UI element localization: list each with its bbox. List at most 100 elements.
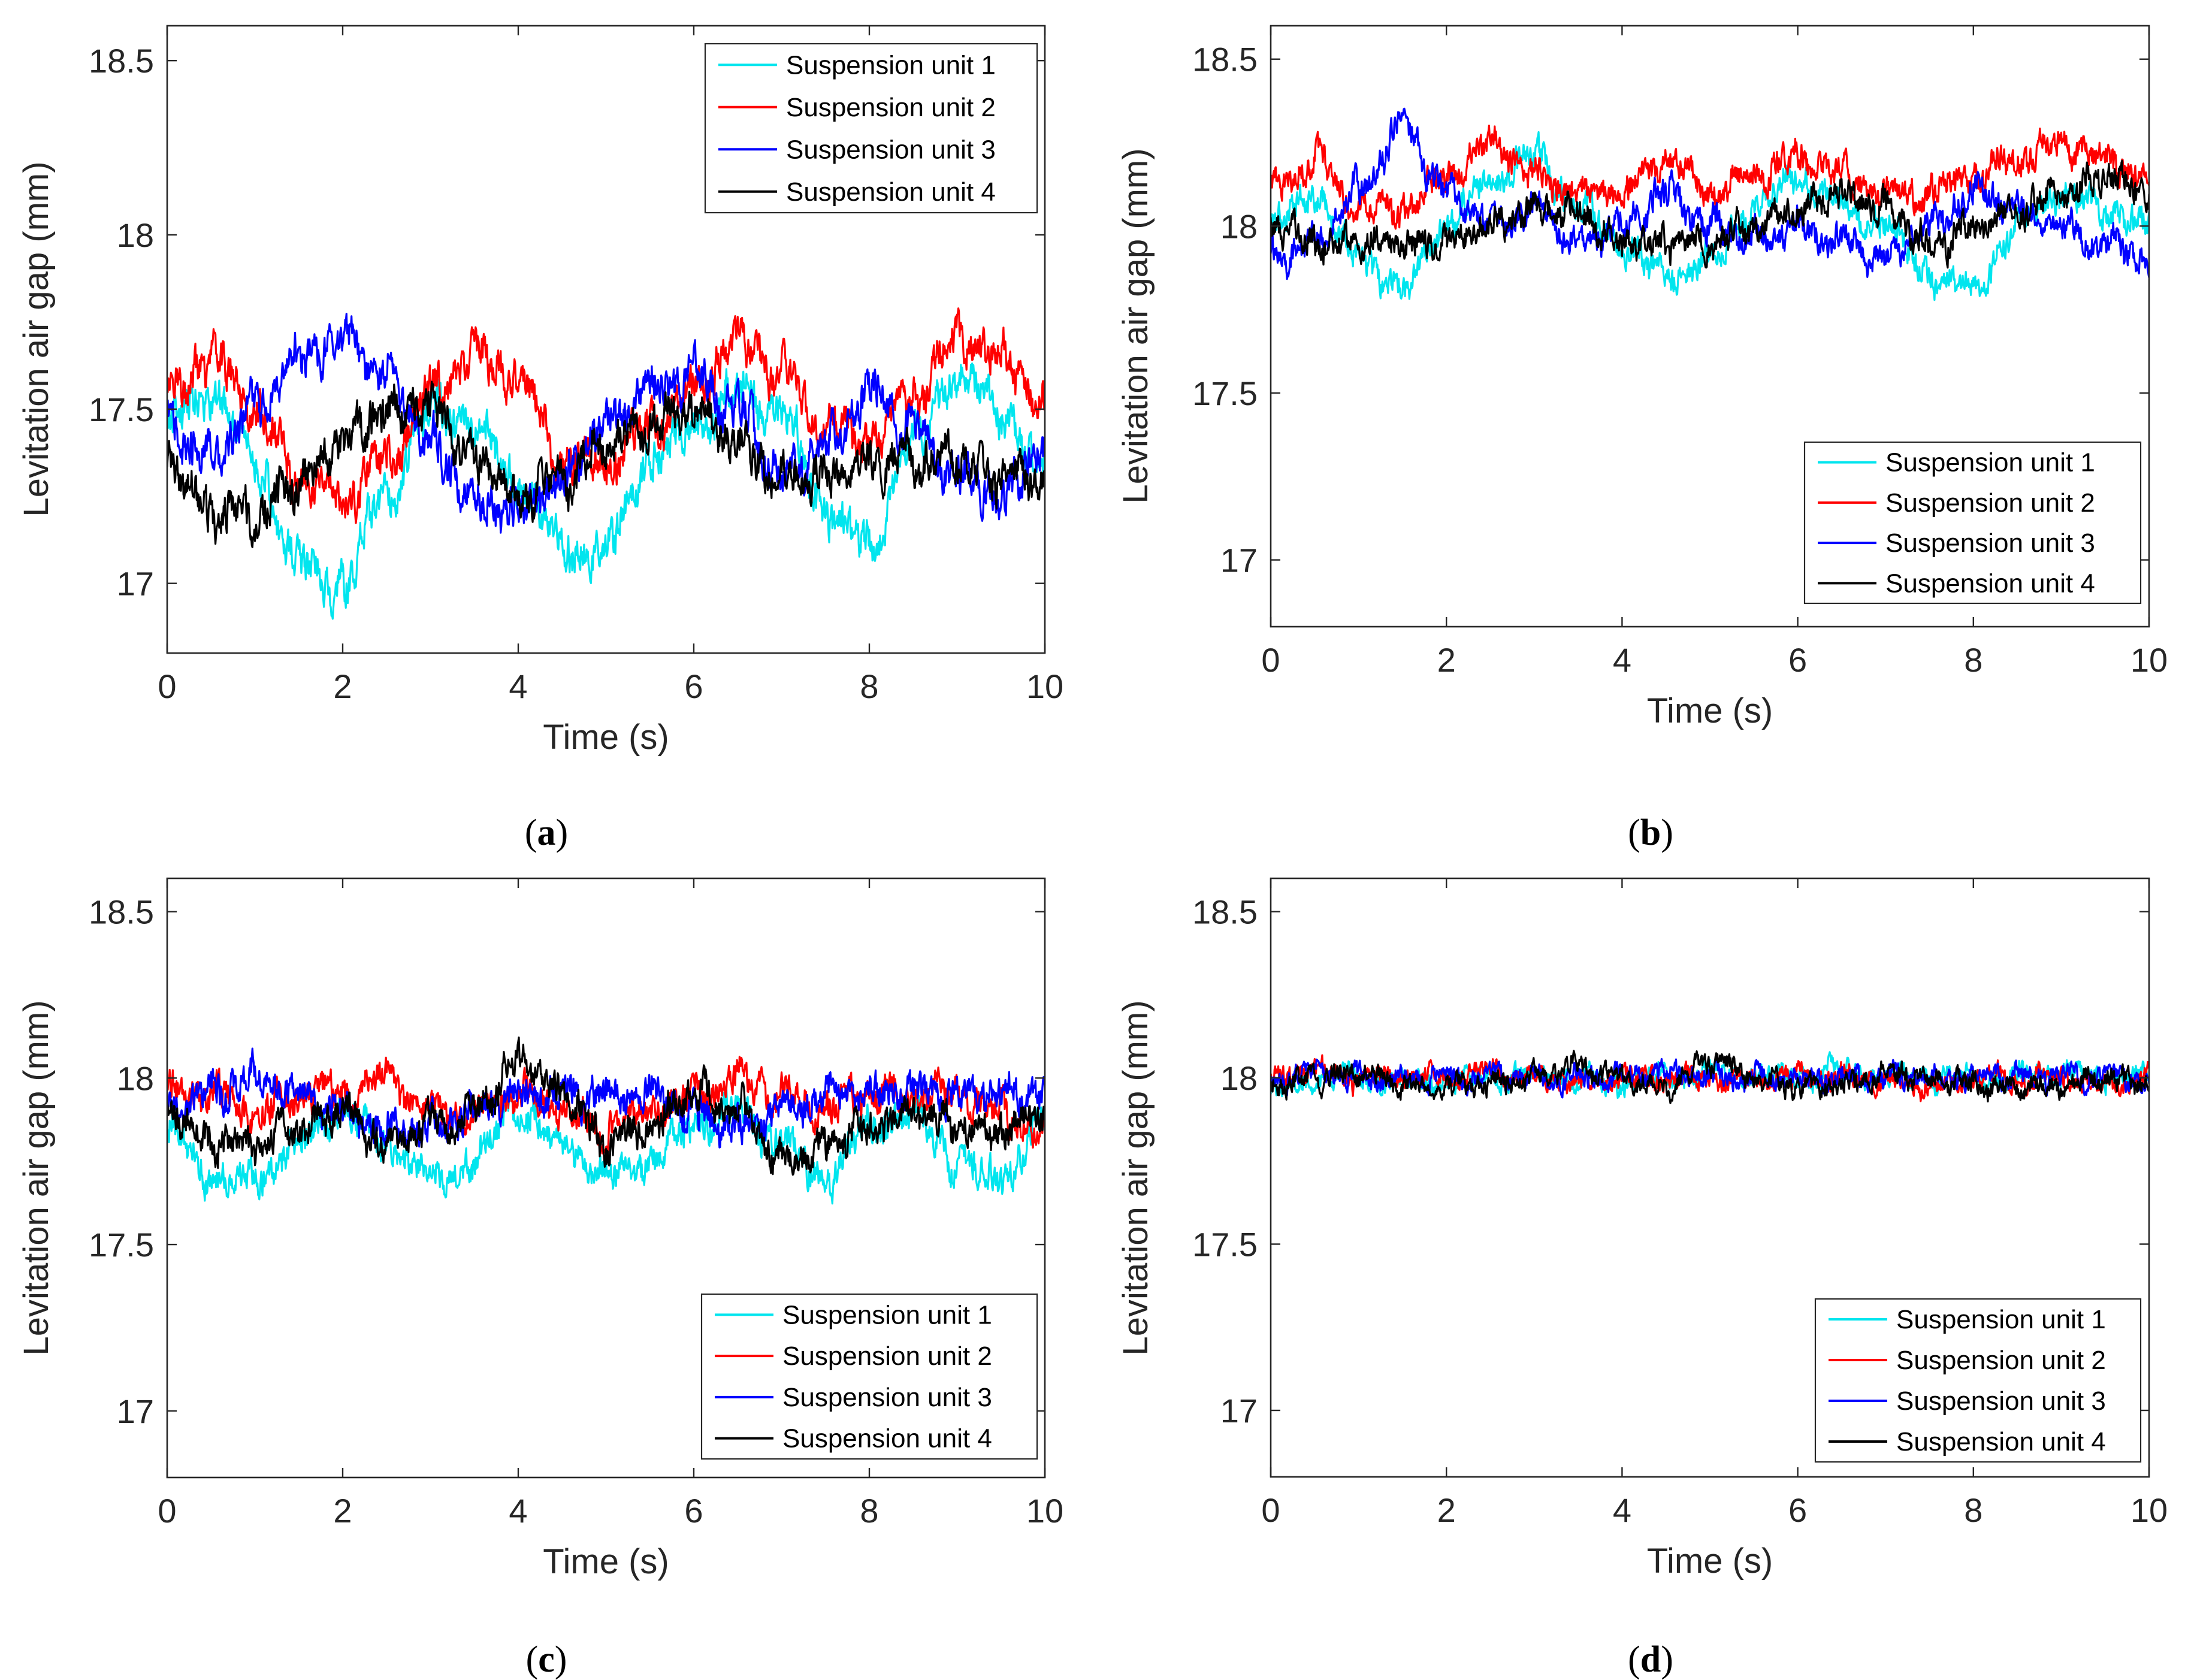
series-group [1271,107,2149,301]
x-tick-label: 4 [1613,1491,1631,1529]
y-tick-label: 17 [117,565,154,603]
legend-label-3: Suspension unit 3 [1885,528,2095,558]
legend-label-2: Suspension unit 2 [782,1341,992,1371]
x-tick-label: 0 [1261,1491,1280,1529]
x-tick-label: 0 [1261,641,1280,679]
axes-frame [1270,25,2150,628]
x-tick-label: 6 [1788,641,1807,679]
series-group [167,1037,1045,1205]
caption-part-3: ) [555,1639,567,1680]
series-line-4 [167,380,1045,548]
x-tick-label: 10 [2130,1491,2168,1529]
axes-frame [166,877,1046,1479]
caption-part-1: ( [1628,812,1640,853]
x-tick-label: 8 [860,1492,878,1530]
y-tick-label: 18.5 [1192,41,1258,78]
legend: Suspension unit 1 Suspension unit 2 Suspen… [1803,441,2142,605]
y-axis-label: Levitation air gap (mm) [1116,148,1155,503]
x-tick-label: 0 [158,667,176,705]
series-line-3 [1271,1057,2149,1099]
legend-label-4: Suspension unit 4 [1896,1427,2106,1457]
series-line-3 [167,1047,1045,1149]
series-group [167,307,1045,620]
caption-part-2: b [1640,812,1661,853]
series-group [1271,1050,2149,1104]
x-tick-label: 8 [860,667,878,705]
panel-b: 0 2 4 6 8 10 17 17.5 18 18.5 Time (s) Levitation ai… [1116,25,2168,853]
panel-caption: (c) [526,1639,567,1680]
x-tick-label: 8 [1964,1491,1983,1529]
legend-label-3: Suspension unit 3 [786,135,996,164]
caption-part-1: ( [525,812,537,853]
y-tick-label: 18 [117,216,154,254]
x-tick-label: 8 [1964,641,1983,679]
x-tick-label: 10 [1026,1492,1063,1530]
legend-label-2: Suspension unit 2 [1896,1346,2106,1375]
x-tick-label: 4 [509,667,527,705]
y-axis-label: Levitation air gap (mm) [1116,1000,1155,1355]
y-tick-label: 18.5 [89,42,154,80]
series-line-3 [167,313,1045,534]
axes-frame [1270,877,2150,1478]
x-tick-label: 10 [1026,667,1063,705]
x-tick-label: 10 [2130,641,2168,679]
y-tick-label: 17.5 [89,1226,154,1264]
legend-label-4: Suspension unit 4 [1885,569,2095,598]
caption-part-1: ( [526,1639,539,1680]
caption-part-1: ( [1628,1639,1640,1680]
x-tick-label: 6 [684,1492,703,1530]
y-axis-label: Levitation air gap (mm) [17,1000,56,1355]
y-tick-label: 17 [1220,542,1258,579]
x-tick-label: 2 [1437,1491,1456,1529]
caption-part-3: ) [1661,1639,1673,1680]
panel-caption: (b) [1628,812,1673,853]
series-line-4 [1271,159,2149,269]
caption-part-2: a [537,812,556,853]
y-tick-label: 18 [1220,207,1258,245]
legend-label-1: Suspension unit 1 [786,50,996,80]
series-line-2 [167,1056,1045,1156]
legend-label-3: Suspension unit 3 [1896,1386,2106,1416]
axes-frame [166,25,1046,654]
x-tick-label: 2 [333,1492,352,1530]
legend-label-1: Suspension unit 1 [1885,448,2095,478]
series-line-2 [167,307,1045,524]
x-tick-label: 2 [1437,641,1456,679]
caption-part-3: ) [556,812,569,853]
x-axis-label: Time (s) [1647,691,1773,730]
x-tick-label: 0 [158,1492,176,1530]
legend: Suspension unit 1 Suspension unit 2 Suspen… [704,43,1038,214]
y-tick-label: 17 [117,1392,154,1430]
y-tick-label: 17 [1220,1392,1258,1430]
legend-label-1: Suspension unit 1 [1896,1305,2106,1334]
x-axis-label: Time (s) [543,1542,669,1581]
y-tick-label: 17.5 [1192,374,1258,412]
y-axis-label: Levitation air gap (mm) [17,161,56,516]
y-tick-label: 18 [1220,1059,1258,1097]
panel-d: 0 2 4 6 8 10 17 17.5 18 18.5 Time (s) Levitation ai… [1116,877,2168,1680]
legend-box [700,1293,1038,1460]
series-line-4 [1271,1050,2149,1104]
panel-caption: (a) [525,812,568,853]
x-axis-label: Time (s) [1647,1542,1773,1581]
y-tick-label: 18 [117,1059,154,1097]
legend-label-4: Suspension unit 4 [786,177,996,207]
series-line-1 [1271,131,2149,301]
legend-box [1814,1298,2142,1463]
y-tick-label: 17.5 [1192,1226,1258,1264]
caption-part-2: c [538,1639,555,1680]
legend-label-2: Suspension unit 2 [1885,488,2095,518]
panel-c: 0 2 4 6 8 10 17 17.5 18 18.5 Time (s) Levitation ai… [17,877,1063,1680]
x-axis-label: Time (s) [543,718,669,757]
panel-a: 0 2 4 6 8 10 17 17.5 18 18.5 Time (s) Levitation ai… [17,25,1063,853]
x-tick-label: 4 [509,1492,527,1530]
legend: Suspension unit 1 Suspension unit 2 Suspen… [1814,1298,2142,1463]
x-tick-label: 6 [1788,1491,1807,1529]
legend-box [1803,441,2142,605]
legend-label-4: Suspension unit 4 [782,1424,992,1454]
x-tick-label: 2 [333,667,352,705]
caption-part-3: ) [1661,812,1673,853]
legend-label-2: Suspension unit 2 [786,93,996,122]
panel-caption: (d) [1628,1639,1673,1680]
